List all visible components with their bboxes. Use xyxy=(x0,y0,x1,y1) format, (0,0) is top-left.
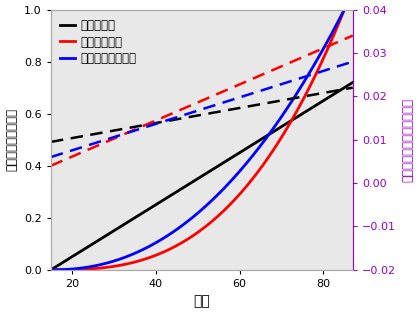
Legend: 脳溝の開大, 脳室の大きさ, 静脈排出パターン: 脳溝の開大, 脳室の大きさ, 静脈排出パターン xyxy=(57,15,140,69)
X-axis label: 年齢: 年齢 xyxy=(194,295,210,308)
Y-axis label: （い緩の排出静脈）副係数: （い緩の排出静脈）副係数 xyxy=(402,98,415,182)
Y-axis label: 相対値（二次関数）: 相対値（二次関数） xyxy=(5,108,18,171)
